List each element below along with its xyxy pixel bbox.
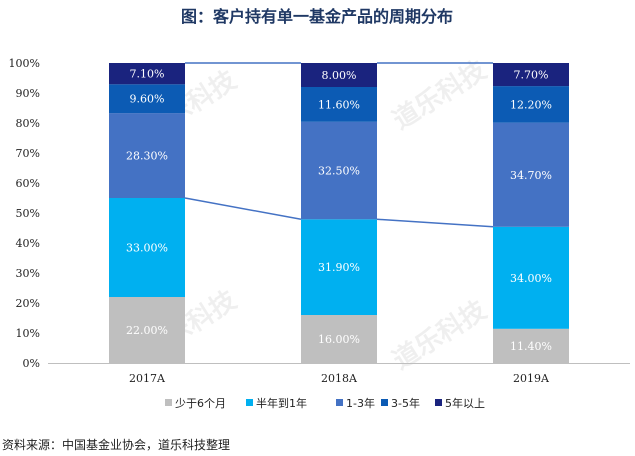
legend-label: 1-3年: [346, 396, 375, 410]
data-label: 11.60%: [318, 98, 360, 111]
chart-title: 图：客户持有单一基金产品的周期分布: [181, 7, 453, 26]
y-tick-label: 10%: [16, 327, 40, 340]
legend-swatch: [336, 399, 343, 406]
bar-segment: [301, 87, 377, 122]
data-label: 7.70%: [514, 69, 549, 82]
data-label: 32.50%: [318, 165, 360, 178]
legend-label: 5年以上: [445, 396, 485, 410]
legend-swatch: [165, 399, 172, 406]
data-label: 34.70%: [510, 169, 552, 182]
data-label: 28.30%: [126, 150, 168, 163]
data-label: 16.00%: [318, 333, 360, 346]
data-label: 22.00%: [126, 324, 168, 337]
bar-segment: [109, 297, 185, 363]
data-label: 31.90%: [318, 261, 360, 274]
legend-swatch: [246, 399, 253, 406]
legend-swatch: [435, 399, 442, 406]
legend-label: 少于6个月: [175, 397, 226, 410]
legend-label: 3-5年: [391, 396, 420, 410]
y-tick-label: 50%: [16, 207, 40, 220]
bar-segment: [301, 315, 377, 363]
bar-segment: [493, 122, 569, 227]
data-label: 7.10%: [130, 68, 165, 81]
data-label: 9.60%: [130, 93, 165, 106]
trend-line-segment: [184, 197, 302, 221]
bar-segment: [301, 219, 377, 315]
bar-segment: [301, 63, 377, 87]
bar-segment: [109, 113, 185, 198]
bar-segment: [493, 226, 569, 329]
legend-label: 半年到1年: [256, 396, 307, 410]
bar-segment: [109, 84, 185, 114]
data-label: 8.00%: [322, 69, 357, 82]
x-tick-label: 2019A: [513, 372, 550, 385]
data-label: 11.40%: [510, 340, 552, 353]
bar-segment: [109, 198, 185, 297]
legend-swatch: [381, 399, 388, 406]
y-tick-label: 80%: [16, 117, 40, 130]
y-tick-label: 60%: [16, 177, 40, 190]
y-tick-label: 70%: [16, 147, 40, 160]
source-note: 资料来源：中国基金业协会，道乐科技整理: [2, 437, 230, 452]
trend-line-segment: [376, 218, 494, 228]
data-label: 33.00%: [126, 242, 168, 255]
bar-segment: [493, 86, 569, 123]
x-tick-label: 2017A: [129, 372, 166, 385]
data-label: 34.00%: [510, 272, 552, 285]
y-tick-label: 100%: [9, 57, 40, 70]
bar-segment: [301, 121, 377, 220]
bars: [109, 63, 569, 363]
y-tick-label: 40%: [16, 237, 40, 250]
y-tick-label: 20%: [16, 297, 40, 310]
y-tick-label: 90%: [16, 87, 40, 100]
data-labels: 22.00% 33.00% 28.30% 9.60% 7.10% 16.00% 31.90%…: [126, 68, 552, 353]
x-axis: 2017A 2018A 2019A: [48, 363, 630, 385]
y-tick-label: 0%: [23, 357, 40, 370]
bar-segment: [493, 328, 569, 363]
bar-segment: [493, 63, 569, 87]
x-tick-label: 2018A: [321, 372, 358, 385]
y-axis: 0% 10% 20% 30% 40% 50% 60% 70% 80% 90% 100%: [9, 57, 40, 370]
data-label: 12.20%: [510, 98, 552, 111]
trend-lines: [184, 62, 494, 228]
bar-segment: [109, 63, 185, 85]
y-tick-label: 30%: [16, 267, 40, 280]
watermark-2: 道乐科技: [387, 55, 492, 136]
legend: 少于6个月 半年到1年 1-3年 3-5年 5年以上: [165, 396, 485, 410]
